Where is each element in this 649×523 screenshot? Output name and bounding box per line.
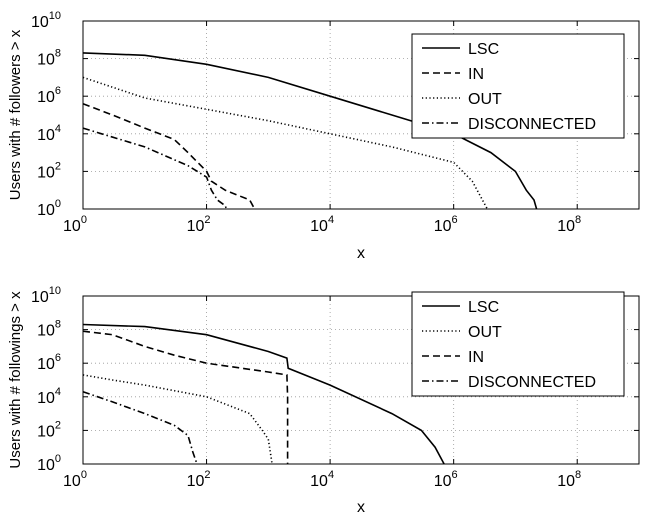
- y-tick-label: 106: [37, 85, 61, 106]
- series-line-in: [82, 330, 289, 464]
- legend-label-out: OUT: [468, 324, 502, 341]
- y-tick-label: 106: [37, 352, 61, 373]
- legend-box: [411, 291, 625, 397]
- y-tick-label: 108: [37, 319, 61, 340]
- x-tick-label: 100: [63, 214, 87, 235]
- x-tick-label: 100: [63, 469, 87, 490]
- legend-label-in: IN: [468, 66, 484, 83]
- legend: LSC IN OUT DISCONNECTED: [411, 33, 625, 139]
- chart-panel-1: 100 102 104 106 108 100 102 104 106 108 1010 x Users…: [7, 10, 640, 262]
- legend-label-disconnected: DISCONNECTED: [468, 374, 596, 391]
- x-tick-label: 108: [557, 214, 581, 235]
- legend: LSC OUT IN DISCONNECTED: [411, 291, 625, 397]
- legend-label-lsc: LSC: [468, 41, 499, 58]
- legend-label-in: IN: [468, 349, 484, 366]
- legend-label-lsc: LSC: [468, 299, 499, 316]
- series-line-lsc: [82, 323, 445, 465]
- x-tick-label: 102: [187, 214, 211, 235]
- axes-frame: [82, 20, 640, 210]
- series-line-out: [82, 374, 273, 465]
- x-tick-label: 104: [310, 214, 334, 235]
- series-line-disconnected: [82, 127, 228, 210]
- series-line-out: [82, 76, 489, 210]
- y-axis-label: Users with # followings > x: [7, 291, 24, 469]
- y-tick-label: 102: [37, 419, 61, 440]
- y-tick-label: 108: [37, 48, 61, 69]
- y-tick-label: 104: [37, 386, 61, 407]
- x-tick-label: 104: [310, 469, 334, 490]
- x-tick-label: 106: [434, 469, 458, 490]
- series-line-in: [82, 102, 256, 210]
- y-tick-label: 1010: [31, 10, 61, 31]
- legend-label-out: OUT: [468, 91, 502, 108]
- y-tick-label: 102: [37, 160, 61, 181]
- x-tick-label: 106: [434, 214, 458, 235]
- x-tick-label: 102: [187, 469, 211, 490]
- y-tick-label: 100: [37, 198, 61, 219]
- axes-frame: [82, 295, 640, 465]
- legend-box: [411, 33, 625, 139]
- series-line-disconnected: [82, 390, 198, 465]
- x-tick-label: 108: [557, 469, 581, 490]
- y-tick-label: 104: [37, 123, 61, 144]
- y-tick-label: 100: [37, 453, 61, 474]
- x-axis-label: x: [357, 499, 365, 516]
- x-axis-label: x: [357, 245, 365, 262]
- chart-panel-2: 100 102 104 106 108 100 102 104 106 108 1010 x Users…: [7, 285, 640, 516]
- y-tick-label: 1010: [31, 285, 61, 306]
- legend-label-disconnected: DISCONNECTED: [468, 116, 596, 133]
- y-axis-label: Users with # followers > x: [7, 29, 24, 200]
